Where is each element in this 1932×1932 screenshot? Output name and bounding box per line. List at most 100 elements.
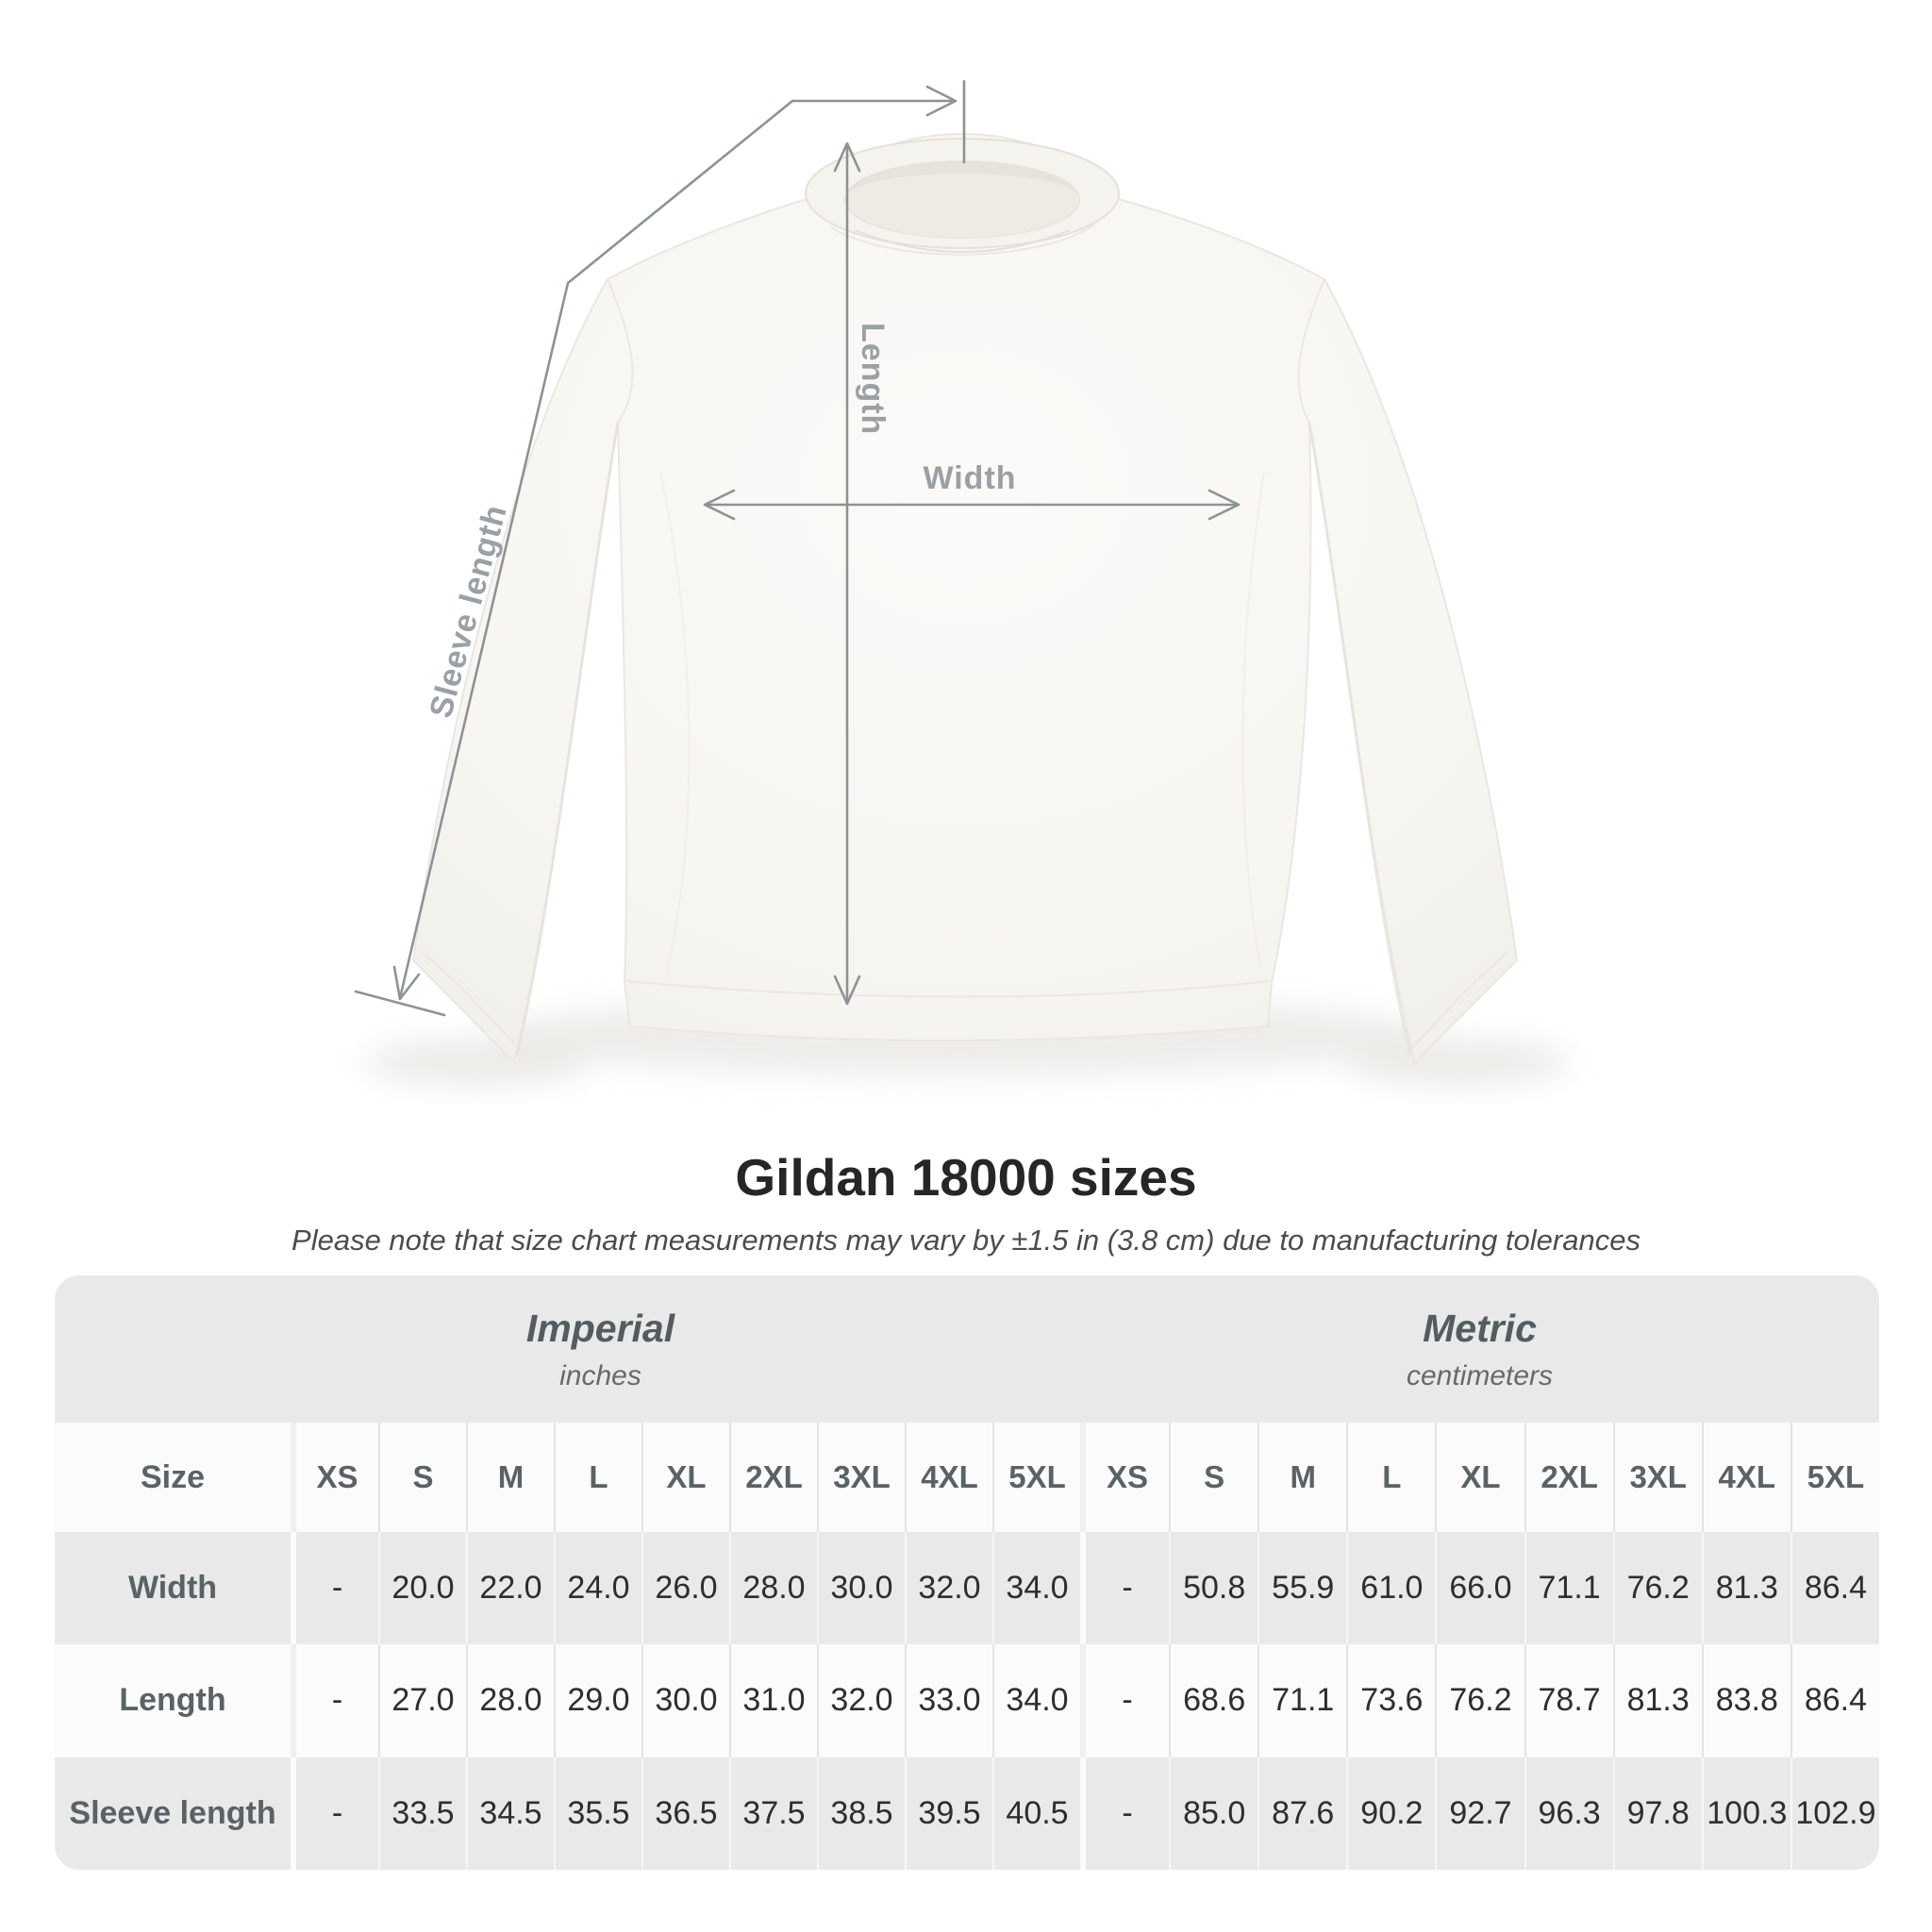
metric-value-cell: - (1080, 1757, 1169, 1870)
row-label: Sleeve length (69, 1794, 276, 1831)
imperial-value-cell: 31.0 (729, 1644, 817, 1757)
metric-value-cell: 100.3 (1701, 1757, 1790, 1870)
metric-value-cell: 92.7 (1435, 1757, 1524, 1870)
imperial-value-cell: 30.0 (641, 1644, 729, 1757)
imperial-value-cell: 33.0 (905, 1644, 992, 1757)
table-row-width: Width -20.0 22.0 24.0 26.0 28.0 30.0 32.0 34.0-5… (55, 1532, 1879, 1645)
imperial-value-cell: 38.5 (817, 1757, 905, 1870)
size-header-imperial-2xl: 2XL (729, 1423, 817, 1532)
metric-value-cell: 81.3 (1701, 1532, 1790, 1645)
row-label: Width (127, 1570, 218, 1607)
imperial-value-cell: 37.5 (729, 1757, 817, 1870)
imperial-value-cell: 28.0 (466, 1644, 554, 1757)
metric-value-cell: 76.2 (1612, 1532, 1702, 1645)
size-header-metric-xs: XS (1080, 1423, 1169, 1532)
metric-value-cell: 71.1 (1257, 1644, 1346, 1757)
table-row-length: Length -27.0 28.0 29.0 30.0 31.0 32.0 33.0 34.0-… (55, 1644, 1879, 1757)
metric-value-cell: 87.6 (1257, 1757, 1346, 1870)
imperial-value-cell: 32.0 (905, 1532, 992, 1645)
imperial-label: Imperial (525, 1306, 675, 1350)
metric-value-cell: 86.4 (1790, 1644, 1879, 1757)
imperial-value-cell: 39.5 (905, 1757, 992, 1870)
imperial-value-cell: 40.5 (992, 1757, 1080, 1870)
size-header-imperial-l: L (554, 1423, 641, 1532)
metric-value-cell: 102.9 (1790, 1757, 1879, 1870)
imperial-value-cell: 30.0 (817, 1532, 905, 1645)
size-table: Imperial inches Metric centimeters Size X… (55, 1275, 1879, 1870)
metric-value-cell: 90.2 (1346, 1757, 1435, 1870)
size-header-imperial-s: S (378, 1423, 466, 1532)
unit-header-band: Imperial inches Metric centimeters (55, 1275, 1879, 1423)
metric-value-cell: 81.3 (1612, 1644, 1702, 1757)
metric-value-cell: 50.8 (1169, 1532, 1257, 1645)
metric-value-cell: - (1080, 1644, 1169, 1757)
metric-value-cell: 78.7 (1524, 1644, 1613, 1757)
size-header-imperial-xs: XS (291, 1423, 378, 1532)
size-header-metric-m: M (1257, 1423, 1346, 1532)
sweatshirt-measurement-diagram: Length Width Sleeve length (354, 79, 1571, 1085)
imperial-value-cell: - (291, 1757, 378, 1870)
length-label: Length (855, 323, 891, 436)
row-label: Length (119, 1682, 226, 1719)
imperial-value-cell: 29.0 (554, 1644, 641, 1757)
imperial-value-cell: 34.0 (992, 1532, 1080, 1645)
imperial-value-cell: 32.0 (817, 1644, 905, 1757)
collar (805, 138, 1121, 253)
sweatshirt-body (411, 132, 1519, 1064)
size-header-metric-3xl: 3XL (1612, 1423, 1702, 1532)
metric-header: Metric centimeters (1080, 1275, 1879, 1423)
imperial-value-cell: 33.5 (378, 1757, 466, 1870)
metric-value-cell: 97.8 (1612, 1757, 1702, 1870)
imperial-value-cell: 27.0 (378, 1644, 466, 1757)
metric-value-cell: 96.3 (1524, 1757, 1613, 1870)
size-header-imperial-m: M (466, 1423, 554, 1532)
imperial-value-cell: - (291, 1532, 378, 1645)
size-header-imperial-xl: XL (641, 1423, 729, 1532)
imperial-value-cell: 36.5 (641, 1757, 729, 1870)
metric-value-cell: 73.6 (1346, 1644, 1435, 1757)
size-header-metric-s: S (1169, 1423, 1257, 1532)
imperial-value-cell: 34.5 (466, 1757, 554, 1870)
sleeve-length-arrow (354, 79, 966, 1017)
imperial-header: Imperial inches (88, 1275, 1113, 1423)
size-table-grid: Size XS S M L XL 2XL 3XL 4XL 5XL XS S M L XL 2XL 3XL 4XL 5… (55, 1423, 1879, 1870)
size-header-imperial-3xl: 3XL (817, 1423, 905, 1532)
page-title: Gildan 18000 sizes (735, 1148, 1197, 1207)
metric-value-cell: 86.4 (1790, 1532, 1879, 1645)
length-arrow (833, 142, 861, 1006)
size-header-metric-5xl: 5XL (1790, 1423, 1879, 1532)
metric-value-cell: 85.0 (1169, 1757, 1257, 1870)
width-arrow (703, 489, 1241, 521)
imperial-value-cell: 24.0 (554, 1532, 641, 1645)
metric-value-cell: 55.9 (1257, 1532, 1346, 1645)
metric-value-cell: 66.0 (1435, 1532, 1524, 1645)
imperial-value-cell: 34.0 (992, 1644, 1080, 1757)
size-header-metric-l: L (1346, 1423, 1435, 1532)
metric-value-cell: 61.0 (1346, 1532, 1435, 1645)
imperial-value-cell: 35.5 (554, 1757, 641, 1870)
width-label: Width (923, 460, 1017, 496)
imperial-value-cell: 20.0 (378, 1532, 466, 1645)
sweatshirt-photo (354, 79, 1571, 1085)
metric-value-cell: 71.1 (1524, 1532, 1613, 1645)
size-col-header: Size (140, 1458, 206, 1495)
imperial-value-cell: - (291, 1644, 378, 1757)
metric-value-cell: 76.2 (1435, 1644, 1524, 1757)
size-header-metric-xl: XL (1435, 1423, 1524, 1532)
metric-units-label: centimeters (1406, 1359, 1554, 1391)
imperial-units-label: inches (559, 1359, 641, 1391)
size-header-metric-2xl: 2XL (1524, 1423, 1613, 1532)
imperial-value-cell: 26.0 (641, 1532, 729, 1645)
size-header-imperial-5xl: 5XL (992, 1423, 1080, 1532)
imperial-value-cell: 28.0 (729, 1532, 817, 1645)
table-row-sleeve-length: Sleeve length -33.5 34.5 35.5 36.5 37.5 38.5 39… (55, 1757, 1879, 1870)
size-header-metric-4xl: 4XL (1701, 1423, 1790, 1532)
size-header-imperial-4xl: 4XL (905, 1423, 992, 1532)
imperial-value-cell: 22.0 (466, 1532, 554, 1645)
metric-value-cell: 83.8 (1701, 1644, 1790, 1757)
size-header-row: Size XS S M L XL 2XL 3XL 4XL 5XL XS S M L XL 2XL 3XL 4XL 5… (55, 1423, 1879, 1532)
tolerance-note: Please note that size chart measurements… (291, 1224, 1641, 1257)
metric-value-cell: - (1080, 1532, 1169, 1645)
metric-label: Metric (1423, 1306, 1537, 1350)
metric-value-cell: 68.6 (1169, 1644, 1257, 1757)
